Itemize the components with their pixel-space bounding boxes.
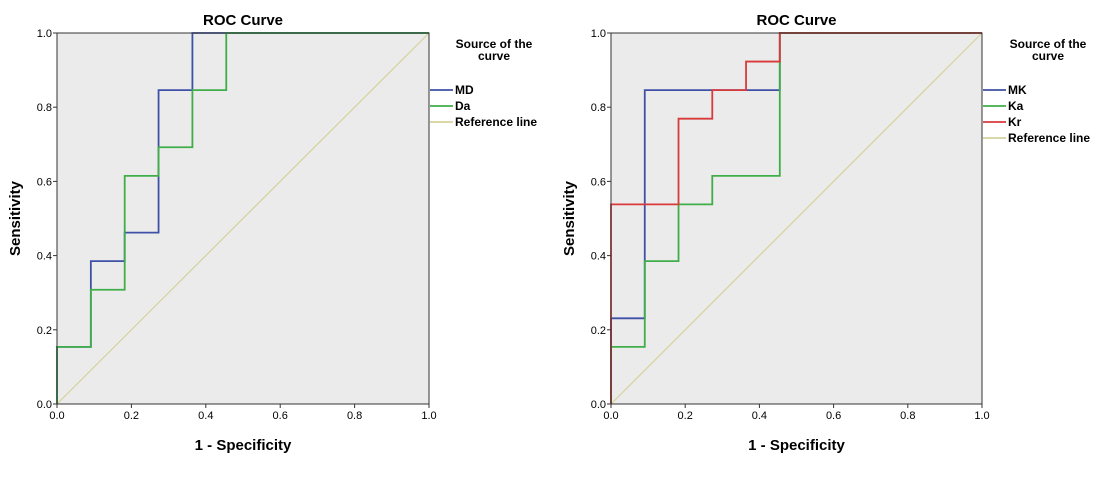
y-tick-label: 1.0 — [591, 28, 606, 40]
x-axis-label: 1 - Specificity — [748, 437, 845, 454]
x-tick-label: 0.0 — [603, 410, 618, 422]
y-axis-label: Sensitivity — [7, 180, 24, 256]
series-line-reference-line — [610, 32, 983, 405]
x-tick-label: 0.4 — [198, 410, 213, 422]
y-tick-label: 0.2 — [591, 325, 606, 337]
x-tick-label: 1.0 — [974, 410, 989, 422]
legend-label-mk: MK — [1008, 83, 1027, 97]
y-tick-label: 0.4 — [591, 251, 606, 263]
plot-frame — [610, 32, 983, 405]
y-tick-label: 0.4 — [37, 251, 52, 263]
y-tick-label: 0.8 — [37, 102, 52, 114]
chart-title: ROC Curve — [756, 12, 836, 29]
legend-title: curve — [478, 49, 510, 63]
y-tick-label: 0.2 — [37, 325, 52, 337]
series-line-da — [56, 32, 429, 404]
x-tick-label: 1.0 — [421, 410, 436, 422]
legend-title: curve — [1032, 49, 1064, 63]
legend-label-ka: Ka — [1008, 99, 1024, 113]
roc-chart-right: 0.0 0.2 0.4 0.6 0.8 1.0 0.0 0.2 0.4 0.6 0.8 1.0 ROC … — [561, 12, 1090, 454]
series-line-kr — [610, 32, 982, 404]
x-tick-label: 0.6 — [273, 410, 288, 422]
y-axis-label: Sensitivity — [561, 180, 578, 256]
legend-label-reference-line: Reference line — [455, 115, 537, 129]
x-tick-label: 0.4 — [752, 410, 767, 422]
legend-label-da: Da — [455, 99, 471, 113]
y-tick-label: 0.0 — [37, 399, 52, 411]
x-tick-label: 0.8 — [900, 410, 915, 422]
y-tick-label: 1.0 — [37, 28, 52, 40]
x-tick-label: 0.8 — [347, 410, 362, 422]
x-axis-label: 1 - Specificity — [195, 437, 292, 454]
legend-title: Source of the — [456, 37, 533, 51]
x-tick-label: 0.0 — [49, 410, 64, 422]
x-tick-label: 0.2 — [124, 410, 139, 422]
series-line-reference-line — [56, 32, 430, 405]
y-tick-label: 0.6 — [591, 176, 606, 188]
y-tick-label: 0.0 — [591, 399, 606, 411]
chart-title: ROC Curve — [203, 12, 283, 29]
legend-label-reference-line: Reference line — [1008, 131, 1090, 145]
legend-label-kr: Kr — [1008, 115, 1022, 129]
x-tick-label: 0.6 — [826, 410, 841, 422]
x-tick-label: 0.2 — [678, 410, 693, 422]
y-tick-label: 0.6 — [37, 176, 52, 188]
legend-label-md: MD — [455, 83, 474, 97]
legend-title: Source of the — [1010, 37, 1087, 51]
roc-chart-left: 0.0 0.2 0.4 0.6 0.8 1.0 0.0 0.2 0.4 0.6 0.8 1.0 ROC … — [7, 12, 537, 454]
y-tick-label: 0.8 — [591, 102, 606, 114]
plot-frame — [56, 32, 430, 405]
